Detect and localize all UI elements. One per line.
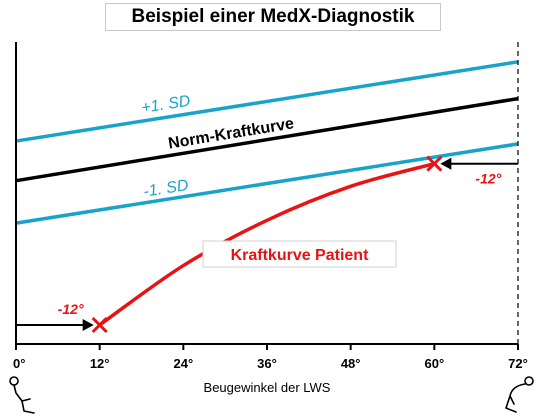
offset-label-start: -12° [58, 301, 84, 317]
series-line-1-sd [15, 60, 519, 143]
x-tick-label: 0° [13, 356, 25, 371]
series-label-1-sd: -1. SD [142, 177, 190, 201]
offset-label-end: -12° [475, 171, 501, 187]
offset-arrows: -12° -12° [16, 157, 518, 331]
x-axis-label: Beugewinkel der LWS [204, 380, 331, 395]
x-tick-label: 12° [90, 356, 110, 371]
x-tick-label: 24° [173, 356, 193, 371]
x-marker [426, 155, 443, 172]
series-line-1-sd [15, 142, 519, 225]
bent-person-icon [505, 376, 534, 413]
series-line-norm-kraftkurve [15, 96, 519, 183]
patient-label-box [202, 240, 397, 268]
x-marker [91, 316, 108, 334]
series-layer [15, 60, 519, 327]
upright-person-icon [9, 376, 35, 414]
x-tick-label: 72° [508, 356, 528, 371]
axes-layer [15, 42, 519, 345]
x-tick-label: 48° [341, 356, 361, 371]
patient-markers [91, 155, 443, 334]
series-label-kraftkurve-patient: Kraftkurve Patient [231, 247, 369, 264]
arrowhead-start [82, 319, 94, 331]
arrowhead-end [440, 157, 452, 170]
x-tick-label: 36° [257, 356, 277, 371]
x-tick-label: 60° [424, 356, 444, 371]
chart-title: Beispiel einer MedX-Diagnostik [105, 3, 441, 31]
x-ticks: 0° 12° 24° 36° 48° 60° 72° [13, 344, 528, 371]
